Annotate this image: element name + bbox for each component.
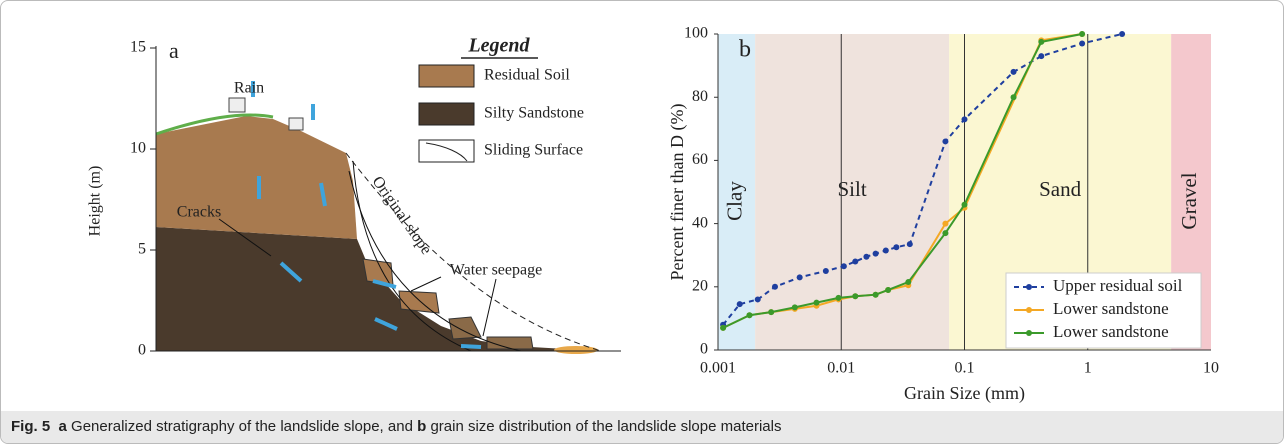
x-tick-label: 10 <box>1203 360 1219 377</box>
caption-part: a <box>58 418 67 435</box>
data-point <box>942 230 949 237</box>
region-label: Gravel <box>1177 172 1201 229</box>
data-point <box>1079 40 1086 47</box>
legend-title: Legend <box>467 35 530 57</box>
y-tick-label: 5 <box>138 241 146 258</box>
panel-label: b <box>739 37 751 63</box>
data-point <box>771 283 778 290</box>
annotation-arrow <box>482 278 497 337</box>
legend-swatch <box>1026 307 1032 313</box>
region <box>718 34 756 350</box>
caption: Fig. 5 a Generalized stratigraphy of the… <box>1 411 1283 443</box>
data-point <box>872 250 879 257</box>
data-point <box>852 258 859 265</box>
data-point <box>942 138 949 145</box>
legend-label: Lower sandstone <box>1053 299 1169 318</box>
annotation-arrow <box>410 276 442 292</box>
y-tick-label: 0 <box>138 342 146 359</box>
data-point <box>863 253 870 260</box>
data-point <box>905 279 912 286</box>
x-tick-label: 0.1 <box>955 360 975 377</box>
y-tick-label: 100 <box>684 25 708 42</box>
data-point <box>1010 94 1017 101</box>
data-point <box>822 268 829 274</box>
annotation: Cracks <box>177 204 221 221</box>
data-point <box>893 244 900 251</box>
data-point <box>961 116 968 123</box>
data-point <box>961 201 968 208</box>
data-point <box>746 312 753 319</box>
data-point <box>1038 38 1045 45</box>
figure-art: a Height (m) Rain Legend Residual Soil S… <box>87 25 1219 404</box>
y-tick-label: 20 <box>692 277 708 294</box>
x-tick-label: 0.001 <box>700 360 736 377</box>
data-point <box>1119 31 1126 37</box>
data-point <box>1038 53 1045 60</box>
x-tick-label: 1 <box>1084 360 1092 377</box>
y-tick-label: 40 <box>692 214 708 231</box>
data-point <box>852 293 859 300</box>
legend-swatch <box>1026 330 1032 336</box>
region-label: Clay <box>722 181 746 221</box>
caption-part: b <box>417 418 427 435</box>
y-axis-label: Height (m) <box>87 166 104 237</box>
slope-drawing <box>155 46 621 354</box>
y-tick-label: 15 <box>130 39 146 56</box>
region-label: Sand <box>1039 177 1082 201</box>
annotation: Water seepage <box>450 262 542 279</box>
legend-swatch <box>1026 284 1032 290</box>
y-axis-label: Percent finer than D (%) <box>667 104 688 281</box>
data-point <box>882 247 889 254</box>
data-point <box>796 274 803 281</box>
y-tick-label: 10 <box>130 140 146 157</box>
data-point <box>906 241 913 248</box>
data-point <box>942 220 949 227</box>
legend-label: Silty Sandstone <box>484 105 584 122</box>
caption-text: grain size distribution of the landslide… <box>430 418 782 435</box>
data-point <box>736 301 743 308</box>
data-point <box>1079 31 1086 37</box>
x-tick-label: 0.01 <box>827 360 855 377</box>
region-label: Silt <box>838 177 867 201</box>
panel-label: a <box>169 38 179 63</box>
legend-label: Sliding Surface <box>484 142 583 159</box>
legend-label: Lower sandstone <box>1053 322 1169 341</box>
y-tick-label: 60 <box>692 151 708 168</box>
y-tick-label: 0 <box>700 341 708 358</box>
x-axis-label: Grain Size (mm) <box>904 383 1025 404</box>
caption-text: Generalized stratigraphy of the landslid… <box>71 418 413 435</box>
rain-label: Rain <box>234 80 264 97</box>
data-point <box>885 286 892 293</box>
data-point <box>720 324 727 331</box>
annotation: Original slope <box>369 173 435 257</box>
y-tick-label: 80 <box>692 88 708 105</box>
data-point <box>840 263 847 270</box>
data-point <box>872 291 879 298</box>
data-point <box>1010 68 1017 75</box>
legend-label: Upper residual soil <box>1053 276 1183 295</box>
data-point <box>813 299 820 306</box>
caption-fig: Fig. 5 <box>11 418 51 435</box>
legend-label: Residual Soil <box>484 67 570 84</box>
annotation-arrow <box>218 218 272 257</box>
data-point <box>791 304 798 311</box>
data-point <box>835 294 842 301</box>
data-point <box>768 309 775 316</box>
data-point <box>754 296 761 303</box>
